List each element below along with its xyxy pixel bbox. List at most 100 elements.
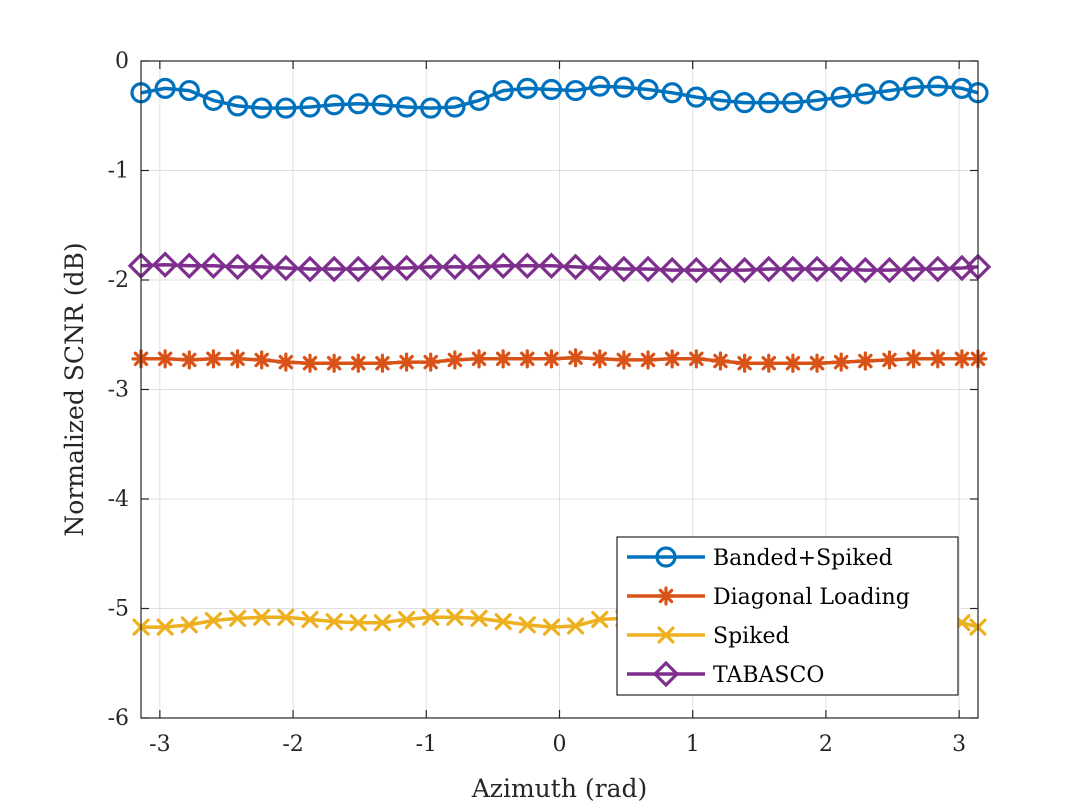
x-tick-label: -1 [416,732,437,757]
legend-marker-spiked [657,626,675,644]
data-point-diagonal-loading [372,353,393,373]
data-point-spiked [494,613,512,631]
data-point-banded-spiked [347,93,369,115]
data-point-tabasco [827,255,855,283]
y-axis-label: Normalized SCNR (dB) [60,242,89,536]
data-point-tabasco [803,255,831,283]
data-point-tabasco [417,253,444,281]
data-point-tabasco [369,254,396,282]
data-point-diagonal-loading [952,349,972,369]
data-point-diagonal-loading [638,350,658,370]
data-point-spiked [591,610,609,629]
data-point-diagonal-loading [445,350,465,370]
data-point-tabasco [900,255,927,283]
data-point-diagonal-loading [879,350,900,370]
data-point-tabasco [514,252,541,280]
legend-label-tabasco: TABASCO [713,663,824,688]
legend: Banded+Spiked Diagonal Loading Spiked TABAS… [616,536,959,696]
data-point-diagonal-loading [783,353,803,373]
data-point-tabasco [707,256,734,284]
data-point-tabasco [200,252,227,280]
data-point-diagonal-loading [155,349,175,369]
data-point-diagonal-loading [252,350,272,370]
data-point-banded-spiked [275,97,297,119]
data-point-tabasco [248,253,275,281]
y-tick-label: -5 [108,597,129,622]
y-tick-label: -2 [108,268,129,293]
data-point-banded-spiked [830,86,852,108]
data-point-spiked [422,608,440,626]
data-point-diagonal-loading [662,349,682,369]
data-point-spiked [446,608,464,626]
data-point-tabasco [755,255,783,283]
data-point-banded-spiked [226,95,249,117]
data-point-tabasco [731,256,758,284]
data-point-tabasco [176,252,203,280]
data-point-banded-spiked [709,89,732,112]
data-point-banded-spiked [903,76,925,98]
data-point-tabasco [151,251,179,278]
data-point-diagonal-loading [276,352,296,372]
data-point-diagonal-loading [807,353,827,373]
data-point-banded-spiked [564,79,587,102]
data-point-banded-spiked [734,92,756,114]
data-point-tabasco [852,256,879,284]
legend-item-tabasco: TABASCO [627,660,824,688]
data-point-banded-spiked [589,75,611,97]
data-point-diagonal-loading [348,353,368,373]
data-point-tabasco [683,256,710,284]
data-point-spiked [301,610,319,629]
data-point-tabasco [441,253,469,281]
data-point-spiked [277,608,295,626]
data-point-tabasco [538,252,565,280]
data-point-spiked [253,608,271,626]
y-tick-label: 0 [115,49,129,74]
data-point-banded-spiked [395,96,418,118]
data-point-banded-spiked [178,79,200,102]
data-point-diagonal-loading [759,353,779,373]
data-point-banded-spiked [492,79,514,102]
data-point-diagonal-loading [614,350,634,370]
data-point-spiked [180,616,198,634]
data-point-banded-spiked [878,79,901,102]
data-point-spiked [204,611,223,630]
legend-item-diagonal-loading: Diagonal Loading [627,585,910,610]
data-point-banded-spiked [323,94,345,116]
x-tick-label: 0 [553,732,567,757]
data-point-banded-spiked [637,78,659,101]
data-point-spiked [542,618,561,636]
data-point-diagonal-loading [590,349,610,369]
data-point-diagonal-loading [904,349,924,369]
data-point-tabasco [586,254,614,282]
data-point-banded-spiked [516,77,538,99]
data-point-diagonal-loading [735,353,755,373]
data-point-diagonal-loading [227,349,248,369]
data-point-tabasco [610,255,638,283]
ticks [141,60,978,719]
data-point-diagonal-loading [831,352,851,372]
data-point-banded-spiked [371,94,394,116]
data-point-diagonal-loading [396,352,417,372]
data-point-spiked [156,618,174,636]
data-point-tabasco [345,255,372,283]
data-point-spiked [349,614,367,632]
data-point-tabasco [658,256,686,284]
data-point-tabasco [876,256,903,284]
data-point-banded-spiked [806,89,828,112]
data-point-banded-spiked [444,96,466,118]
legend-label-banded-spiked: Banded+Spiked [713,546,893,571]
data-point-banded-spiked [661,82,683,104]
data-point-banded-spiked [854,83,876,105]
legend-item-banded-spiked: Banded+Spiked [627,546,893,571]
data-point-diagonal-loading [928,349,948,369]
data-point-diagonal-loading [469,349,489,369]
legend-label-spiked: Spiked [713,624,790,649]
x-axis-label: Azimuth (rad) [471,774,648,803]
series-tabasco [127,251,992,284]
data-point-banded-spiked [202,89,225,112]
x-tick-label: -3 [149,732,170,757]
data-point-spiked [518,616,536,634]
legend-marker-tabasco [652,660,680,688]
x-tick-label: 3 [952,732,966,757]
